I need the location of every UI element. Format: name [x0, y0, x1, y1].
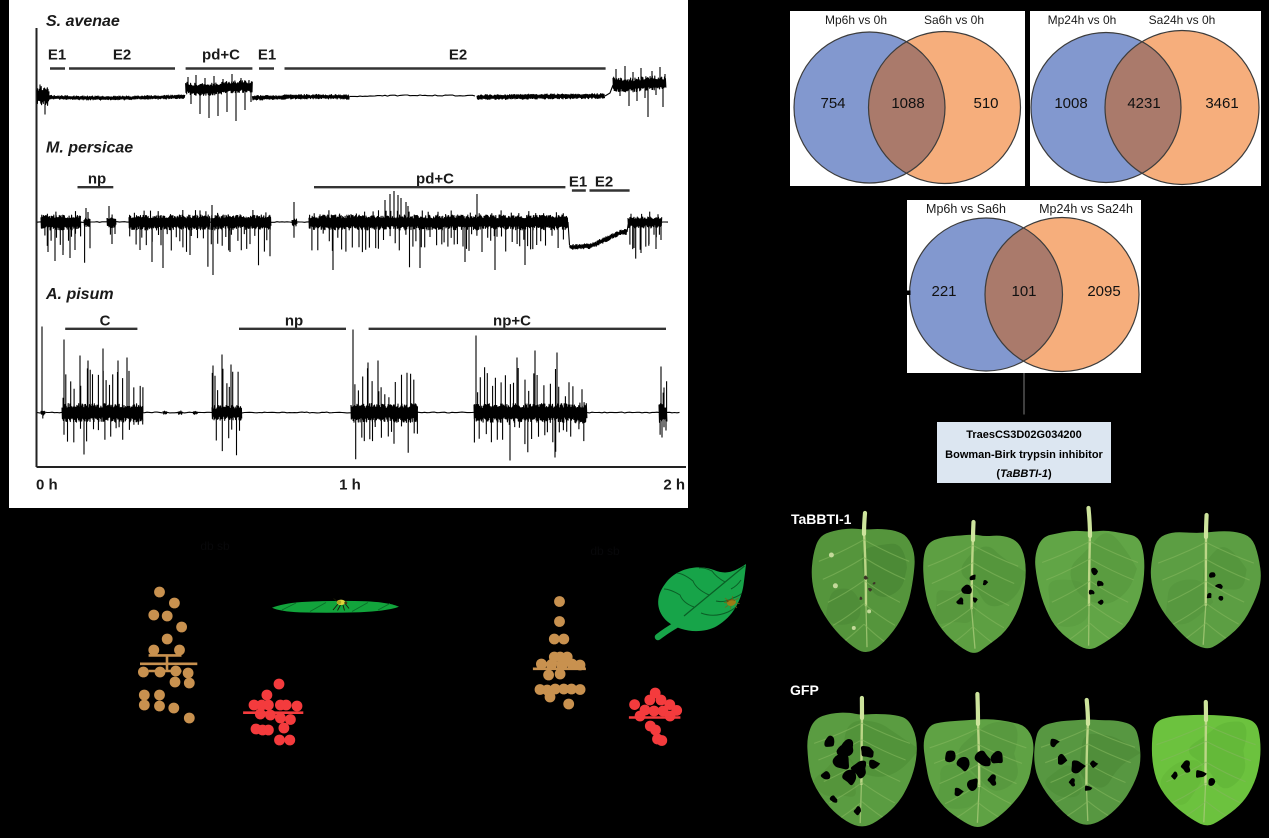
svg-text:np: np [285, 313, 303, 330]
svg-text:db sb: db sb [590, 544, 620, 558]
svg-text:510: 510 [973, 95, 998, 112]
svg-text:Mp6h vs 0h: Mp6h vs 0h [825, 13, 887, 27]
svg-text:754: 754 [820, 95, 845, 112]
svg-text:pd+C: pd+C [202, 47, 240, 64]
svg-text:101: 101 [1011, 283, 1036, 300]
svg-text:Mp24h vs 0h: Mp24h vs 0h [1048, 13, 1117, 27]
svg-text:Bowman-Birk trypsin inhibitor: Bowman-Birk trypsin inhibitor [945, 449, 1103, 461]
svg-text:E2: E2 [449, 47, 467, 64]
svg-text:np: np [88, 171, 106, 188]
svg-text:E2: E2 [595, 174, 613, 191]
svg-text:Sa24h vs 0h: Sa24h vs 0h [1149, 13, 1216, 27]
svg-text:pd+C: pd+C [416, 171, 454, 188]
svg-text:E1: E1 [258, 47, 276, 64]
svg-text:Sa6h vs 0h: Sa6h vs 0h [924, 13, 984, 27]
svg-text:A. pisum: A. pisum [45, 286, 114, 303]
svg-text:C: C [100, 313, 111, 330]
svg-text:4231: 4231 [1127, 95, 1160, 112]
svg-text:2 h: 2 h [663, 477, 685, 494]
svg-text:S. avenae: S. avenae [46, 13, 120, 30]
svg-text:2095: 2095 [1087, 283, 1120, 300]
svg-text:(TaBBTI-1): (TaBBTI-1) [996, 468, 1052, 480]
svg-text:Mp6h vs Sa6h: Mp6h vs Sa6h [926, 202, 1006, 216]
svg-text:db sb: db sb [200, 539, 230, 553]
svg-text:1088: 1088 [891, 95, 924, 112]
svg-text:GFP: GFP [790, 682, 819, 698]
svg-text:TraesCS3D02G034200: TraesCS3D02G034200 [966, 429, 1082, 441]
svg-text:E2: E2 [113, 47, 131, 64]
svg-text:E1: E1 [569, 174, 587, 191]
svg-text:3461: 3461 [1205, 95, 1238, 112]
svg-text:np+C: np+C [493, 313, 531, 330]
svg-text:1008: 1008 [1054, 95, 1087, 112]
svg-text:Mp24h vs Sa24h: Mp24h vs Sa24h [1039, 202, 1133, 216]
svg-text:221: 221 [931, 283, 956, 300]
svg-text:TaBBTI-1: TaBBTI-1 [791, 511, 852, 527]
svg-text:E1: E1 [48, 47, 66, 64]
svg-text:M. persicae: M. persicae [46, 140, 133, 157]
svg-text:0 h: 0 h [36, 477, 58, 494]
svg-text:1 h: 1 h [339, 477, 361, 494]
